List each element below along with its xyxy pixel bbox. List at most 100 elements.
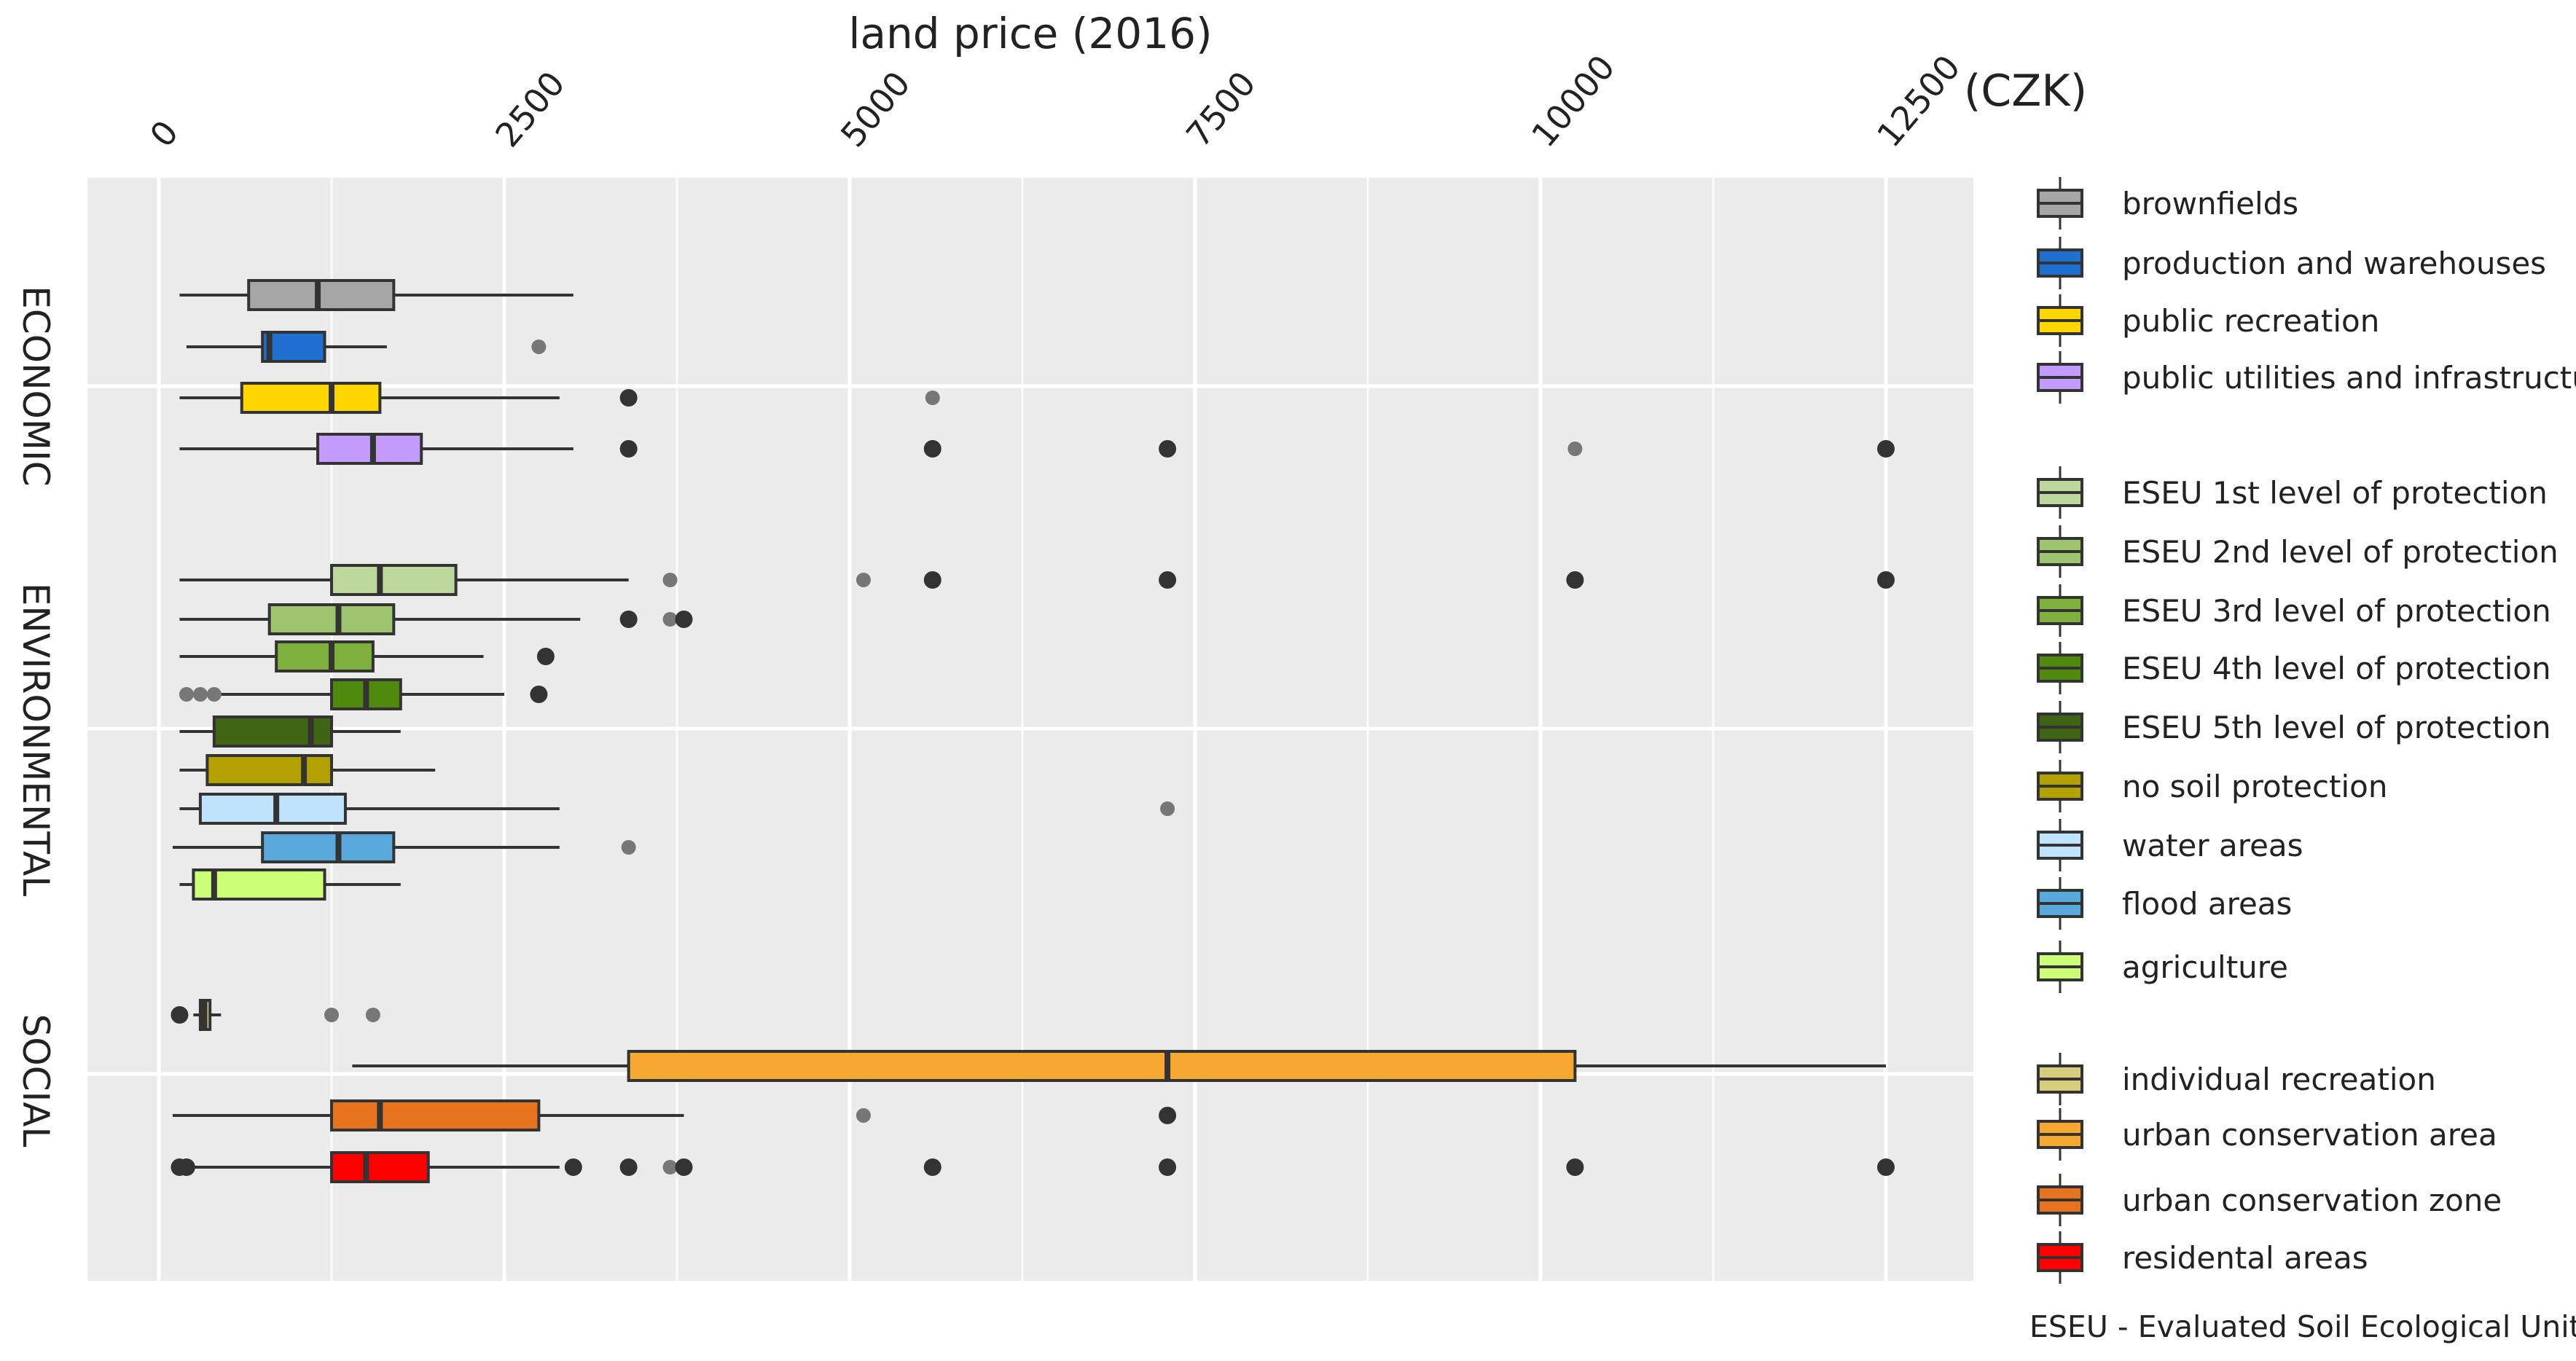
legend-label: residental areas [2122,1240,2368,1276]
outlier-point [1566,571,1584,589]
legend-label: production and warehouses [2122,246,2546,281]
outlier-point [1159,1107,1177,1124]
outlier-point [619,389,638,407]
legend-footnote: ESEU - Evaluated Soil Ecological Units [2029,1309,2576,1344]
box [212,715,333,748]
outlier-point [530,686,548,703]
legend-label: brownfields [2122,186,2298,221]
boxplot-row [179,678,548,710]
outlier-point [619,1158,638,1176]
boxplot-row [171,999,380,1031]
x-tick-label: 10000 [1524,47,1622,154]
outlier-point-faint [324,1008,339,1022]
legend-entry: urban conservation zone [2037,1174,2502,1226]
outlier-point-faint [662,1160,678,1174]
group-label-environmental: ENVIRONMENTAL [15,583,57,896]
legend-label: individual recreation [2122,1062,2436,1097]
box [627,1050,1577,1082]
outlier-point [1566,1158,1584,1176]
boxplot-row [179,754,436,786]
outlier-point-faint [621,840,636,855]
outlier-point [923,440,941,458]
box [330,1151,430,1183]
outlier-point-faint [1567,442,1583,456]
outlier-point-faint [856,573,871,587]
boxplot-row [179,715,401,748]
box [330,1099,541,1131]
outlier-point [1877,1158,1895,1176]
legend: brownfields production and warehouses publ… [2037,177,2576,1284]
boxplot-row [172,831,636,863]
outlier-point [619,440,638,458]
legend-entry: ESEU 4th level of protection [2037,642,2551,694]
box [247,279,396,311]
outlier-point [536,648,555,665]
boxplot-row [179,382,940,414]
legend-entry: agriculture [2037,941,2288,993]
box [240,382,382,414]
boxplot-row [179,793,1175,825]
legend-label: public recreation [2122,303,2379,339]
x-tick-label: 7500 [1178,64,1264,154]
x-tick-label: 0 [142,113,186,154]
legend-entry: ESEU 5th level of protection [2037,701,2551,753]
legend-entry: brownfields [2037,177,2298,230]
outlier-point-faint [1160,801,1175,816]
boxplot-row [352,1050,1886,1082]
legend-entry: individual recreation [2037,1053,2436,1105]
legend-entry: public recreation [2037,294,2379,347]
legend-label: ESEU 1st level of protection [2122,475,2548,511]
axis-unit-label: (CZK) [1964,66,2087,117]
legend-label: water areas [2122,828,2303,863]
legend-label: ESEU 3rd level of protection [2122,593,2551,629]
outlier-point [1877,571,1895,589]
outlier-point [675,611,693,628]
x-tick-label: 2500 [488,64,573,154]
outlier-point [1159,1158,1177,1176]
outlier-point-faint [662,573,678,587]
boxplot-row [186,331,547,363]
outlier-point [171,1006,189,1024]
boxplot-row [179,868,401,901]
outlier-point [1159,571,1177,589]
outlier-point-faint [365,1008,380,1022]
outlier-point-faint [925,391,940,405]
legend-entry: ESEU 3rd level of protection [2037,584,2551,637]
outlier-point-faint [179,687,194,702]
legend-entry: residental areas [2037,1231,2368,1284]
chart-title: land price (2016) [848,9,1212,58]
boxplot-row [179,564,1895,596]
boxplot-row [172,1099,1177,1131]
legend-entry: flood areas [2037,877,2292,930]
x-tick-label: 5000 [833,64,918,154]
outlier-point-faint [192,687,208,702]
legend-entry: urban conservation area [2037,1108,2497,1161]
outlier-point-faint [856,1108,871,1123]
outlier-point [923,1158,941,1176]
box [261,331,326,363]
outlier-point-faint [206,687,222,702]
legend-label: urban conservation area [2122,1117,2497,1153]
legend-entry: no soil protection [2037,760,2388,812]
legend-entry: public utilities and infrastructure [2037,351,2576,404]
box [275,640,375,672]
outlier-point [923,571,941,589]
legend-label: ESEU 4th level of protection [2122,651,2551,686]
legend-entry: ESEU 1st level of protection [2037,466,2548,519]
outlier-point-faint [531,340,547,354]
outlier-point [619,611,638,628]
box [316,433,423,465]
outlier-point [1877,440,1895,458]
legend-label: urban conservation zone [2122,1182,2502,1218]
legend-label: agriculture [2122,949,2288,985]
boxplot-row [179,433,1895,465]
box [267,603,396,635]
legend-label: public utilities and infrastructure [2122,360,2576,396]
boxplot-row [171,1151,1895,1183]
box [198,793,347,825]
legend-entry: water areas [2037,819,2303,871]
legend-label: no soil protection [2122,769,2388,804]
outlier-point-faint [662,612,678,627]
box [205,754,333,786]
